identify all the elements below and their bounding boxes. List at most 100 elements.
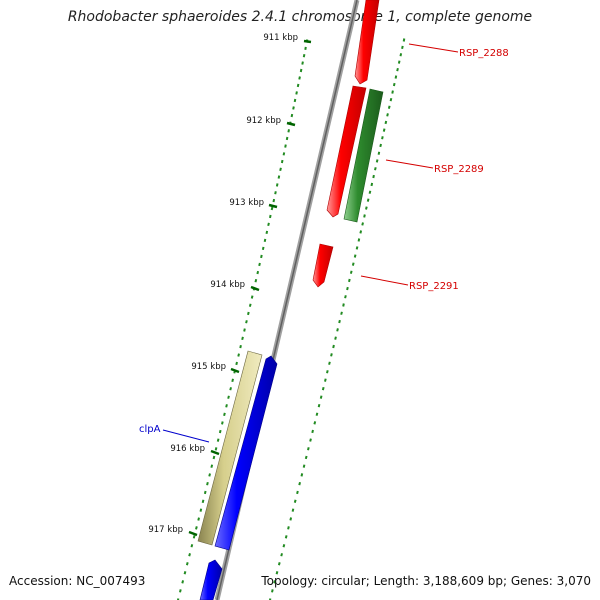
ring-tick xyxy=(386,113,389,117)
ring-tick xyxy=(267,222,270,227)
gene-label-rsp2289[interactable]: RSP_2289 xyxy=(434,164,484,175)
ring-tick xyxy=(179,589,182,593)
tick-mark xyxy=(303,39,312,44)
gene-label-rsp2288[interactable]: RSP_2288 xyxy=(459,48,509,59)
ring-tick xyxy=(300,473,304,477)
gene-blue-lower[interactable] xyxy=(199,559,223,600)
ring-tick xyxy=(265,230,269,235)
ring-tick xyxy=(181,580,185,584)
ring-tick xyxy=(349,270,353,274)
tick-mark xyxy=(250,285,260,292)
ring-tick xyxy=(396,67,399,72)
ring-tick xyxy=(273,580,277,584)
ring-tick xyxy=(346,286,349,291)
ring-tick xyxy=(292,106,295,110)
ring-tick xyxy=(401,45,404,50)
ring-tick xyxy=(176,598,180,600)
ring-tick xyxy=(370,182,374,187)
ring-tick xyxy=(260,254,263,259)
ring-tick xyxy=(250,295,254,299)
ring-tick xyxy=(315,412,319,416)
ring-tick xyxy=(301,61,304,65)
ring-tick xyxy=(377,151,381,155)
ring-tick xyxy=(199,508,203,512)
tick-label: 914 kbp xyxy=(210,280,245,290)
ring-tick xyxy=(374,167,377,171)
ring-tick xyxy=(287,526,290,530)
tick-mark xyxy=(286,121,296,127)
ring-tick xyxy=(248,303,252,307)
ring-tick xyxy=(247,311,250,316)
ring-tick xyxy=(227,395,230,399)
ring-tick xyxy=(201,499,205,504)
ring-tick xyxy=(188,553,191,557)
ring-tick xyxy=(284,535,288,539)
ring-tick xyxy=(296,83,300,88)
ring-tick xyxy=(256,270,260,275)
ring-tick xyxy=(363,214,366,218)
ring-tick xyxy=(245,320,248,324)
ring-tick xyxy=(342,303,345,307)
gene-rsp2291[interactable] xyxy=(312,243,334,288)
ring-tick xyxy=(392,82,396,87)
topology-text: Topology: circular; Length: 3,188,609 bp… xyxy=(261,574,591,588)
ring-tick xyxy=(397,60,401,64)
ring-tick xyxy=(332,344,335,349)
rsp2288-callout-line xyxy=(408,43,459,53)
ring-tick xyxy=(254,278,258,283)
ring-tick xyxy=(239,344,242,349)
ring-tick xyxy=(304,455,308,460)
ring-tick xyxy=(324,378,327,382)
ring-tick xyxy=(302,54,306,58)
ring-tick xyxy=(275,183,279,187)
ring-tick xyxy=(365,206,368,210)
ring-tick xyxy=(296,490,299,495)
ring-tick xyxy=(272,198,276,203)
clpa-callout-line xyxy=(162,429,210,443)
ring-tick xyxy=(208,473,211,477)
gene-label-clpa[interactable]: clpA xyxy=(139,424,161,435)
ring-tick xyxy=(309,438,312,442)
ring-tick xyxy=(394,75,398,79)
ring-tick xyxy=(291,508,295,512)
ring-tick xyxy=(384,120,388,125)
ring-tick xyxy=(241,336,244,341)
ring-tick xyxy=(183,571,187,575)
kbp-ticks xyxy=(188,39,312,537)
gene-green[interactable] xyxy=(343,88,384,223)
ring-tick xyxy=(402,38,406,42)
gene-clpa[interactable] xyxy=(214,355,278,551)
gene-khaki[interactable] xyxy=(197,350,263,546)
outer-tick-ring xyxy=(176,39,309,600)
tick-mark xyxy=(268,203,278,209)
ring-tick xyxy=(372,174,375,179)
ring-tick xyxy=(311,429,314,434)
ring-tick xyxy=(282,544,286,548)
ring-tick xyxy=(379,143,382,148)
ring-tick xyxy=(275,571,279,575)
gene-label-rsp2291[interactable]: RSP_2291 xyxy=(409,281,459,292)
ring-tick xyxy=(282,152,286,156)
ring-tick xyxy=(361,222,364,226)
ring-tick xyxy=(212,455,216,460)
ring-tick xyxy=(293,98,297,103)
ring-tick xyxy=(235,361,238,366)
tick-mark xyxy=(188,530,198,537)
gene-rsp2289[interactable] xyxy=(326,85,367,218)
ring-tick xyxy=(261,246,265,251)
ring-tick xyxy=(304,46,307,50)
ring-tick xyxy=(357,238,361,242)
ring-tick xyxy=(279,167,282,172)
ring-tick xyxy=(298,481,301,486)
tick-mark xyxy=(230,367,240,374)
ring-tick xyxy=(216,438,220,442)
gene-rsp2288[interactable] xyxy=(354,0,380,85)
ring-tick xyxy=(206,481,209,486)
ring-tick xyxy=(355,246,359,250)
map-title: Rhodobacter sphaeroides 2.4.1 chromosome… xyxy=(67,9,533,25)
ring-tick xyxy=(284,144,287,148)
ring-tick xyxy=(334,336,337,340)
tick-label: 911 kbp xyxy=(263,33,298,43)
ring-tick xyxy=(389,97,393,102)
